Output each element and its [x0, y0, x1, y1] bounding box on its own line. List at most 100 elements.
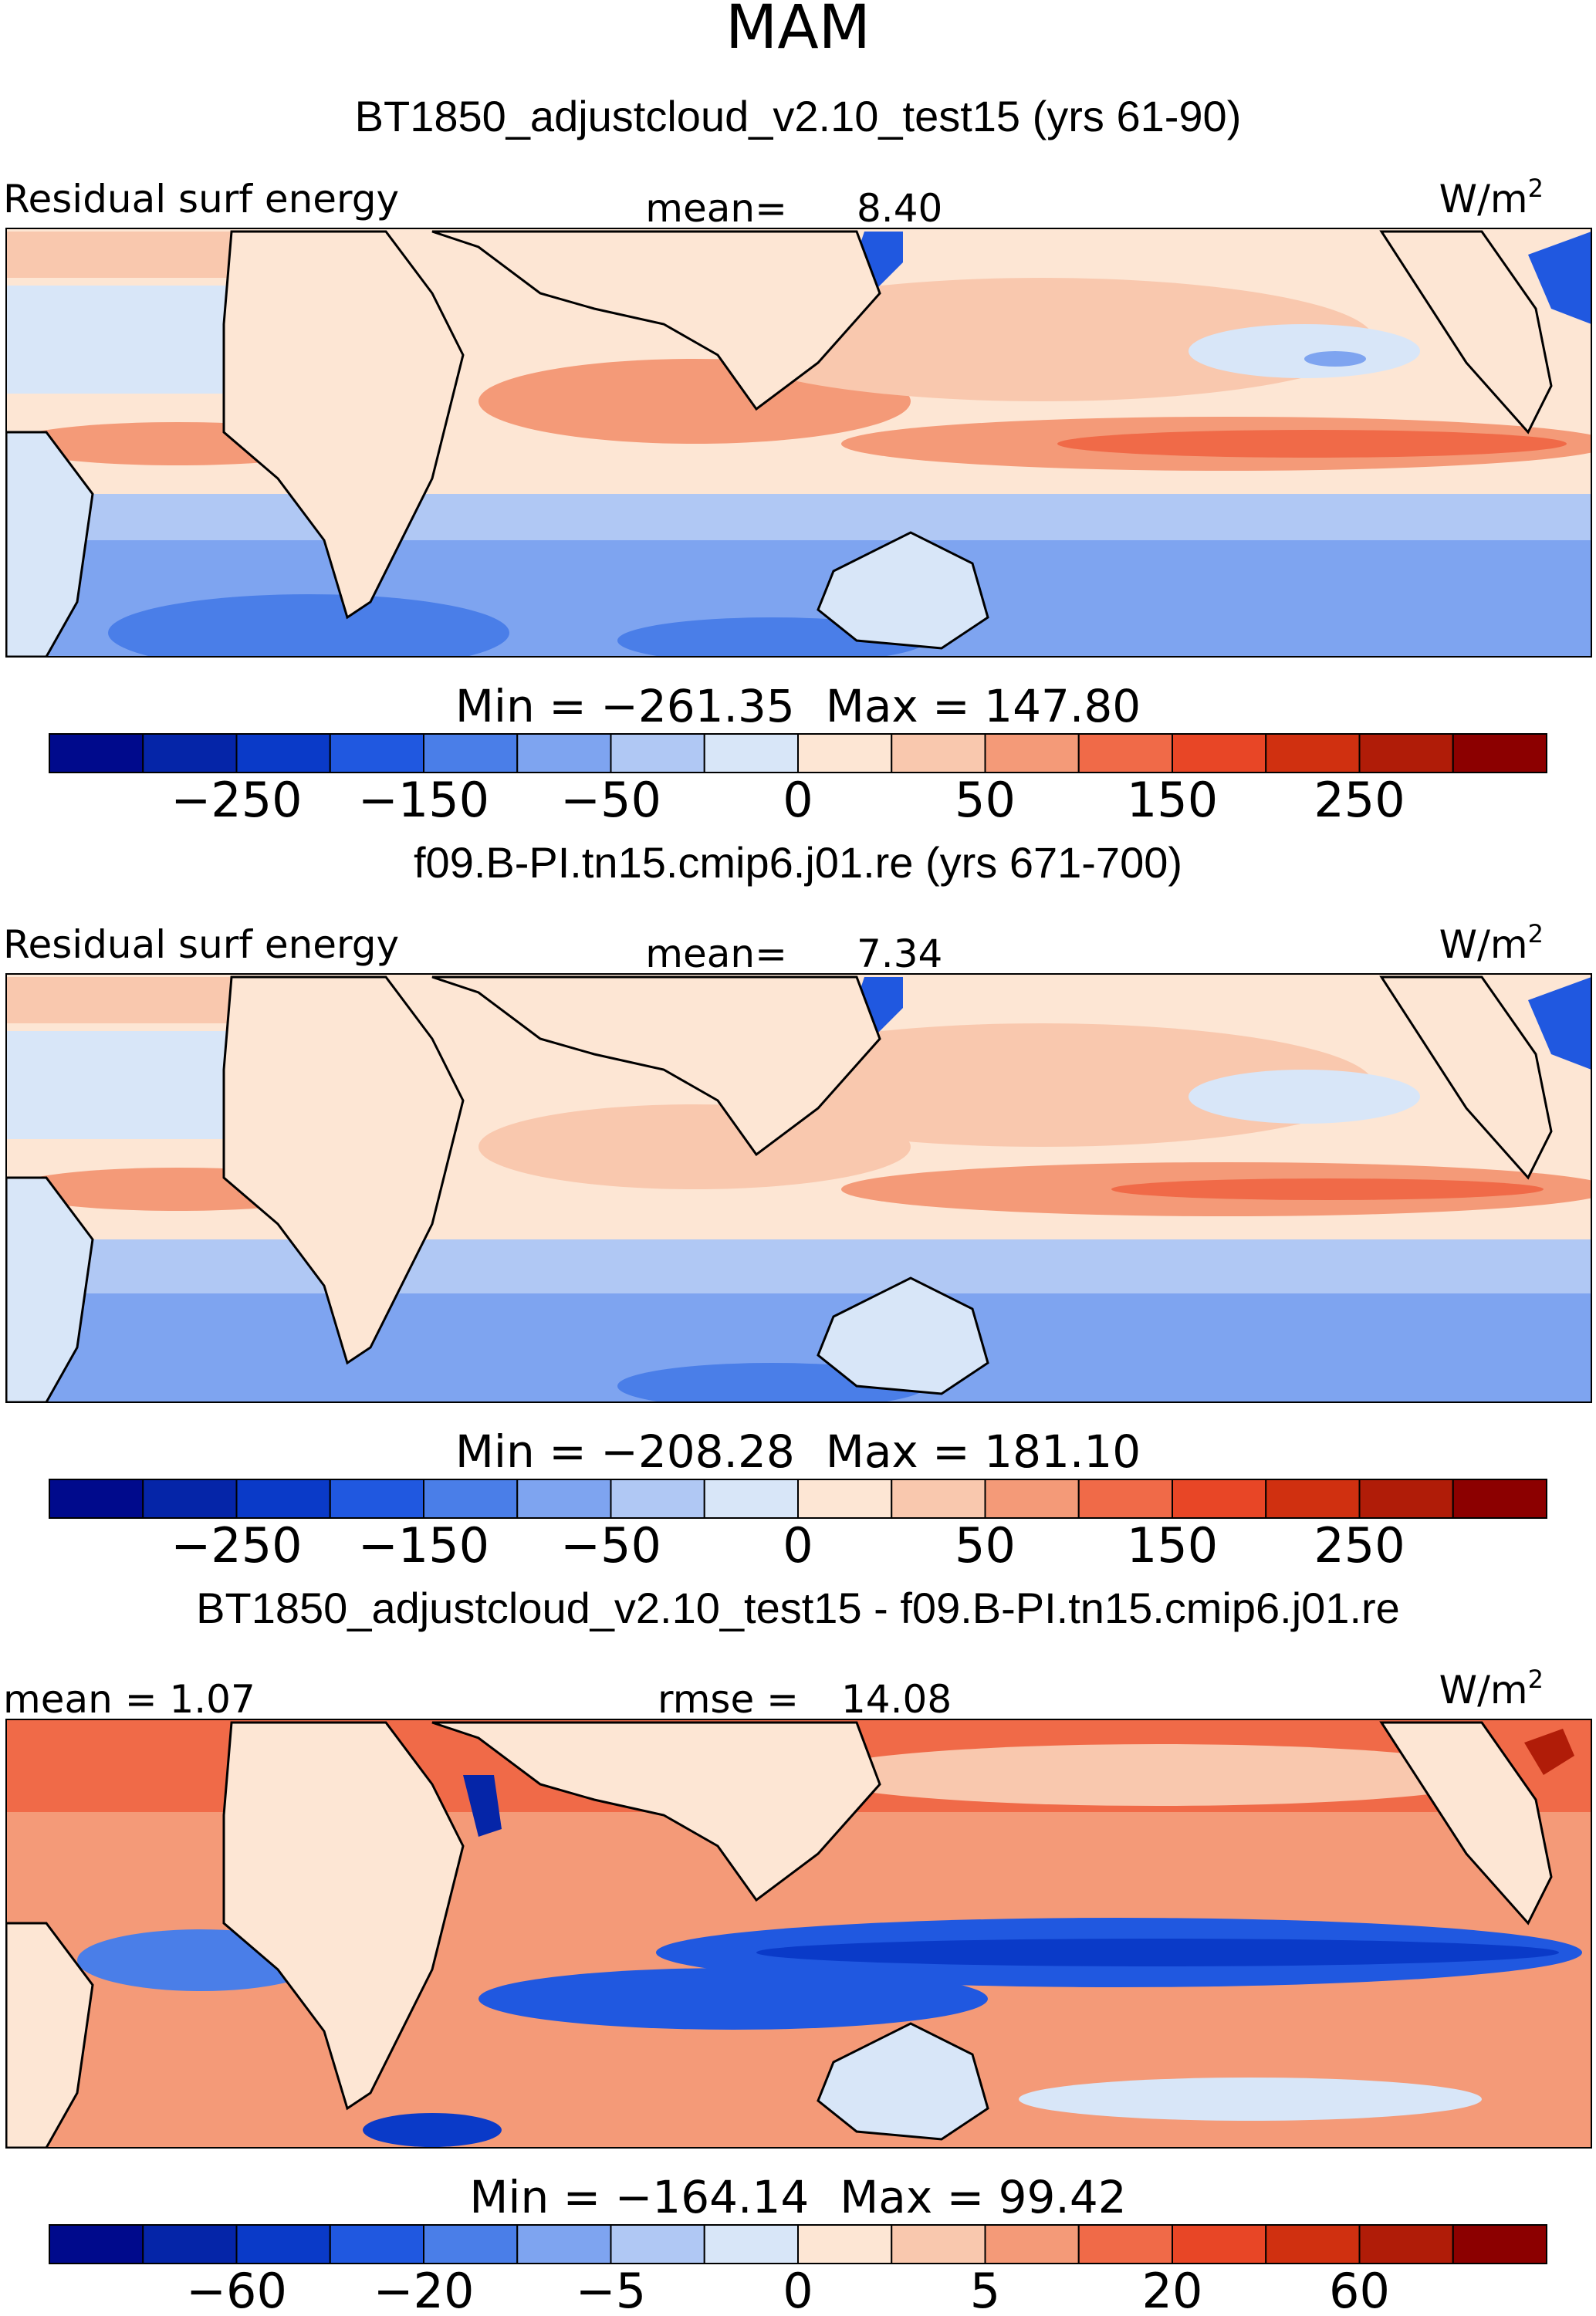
colorbar-tick-label: 250: [1314, 772, 1405, 828]
panel-0-colorbar: [49, 733, 1547, 773]
panel-1-unit-exp: 2: [1528, 919, 1544, 948]
panel-2-max: Max = 99.42: [840, 2171, 1126, 2223]
panel-1-band-pacific-north: [710, 1023, 1374, 1147]
panel-2-band-equatorial-core: [756, 1939, 1559, 1966]
panel-1-unit: W/m2: [1439, 919, 1544, 967]
panel-1-stat-label: mean=: [645, 931, 787, 976]
colorbar-box-4: [423, 2224, 519, 2264]
colorbar-box-2: [235, 1479, 331, 1519]
panel-1-colorbar: [49, 1479, 1547, 1519]
colorbar-box-10: [984, 733, 1080, 773]
panel-0-patch-pacific-cool: [1189, 324, 1420, 378]
panel-2-africa-coast: [222, 1721, 465, 2111]
colorbar-box-1: [142, 2224, 238, 2264]
colorbar-box-6: [610, 733, 705, 773]
colorbar-box-6: [610, 1479, 705, 1519]
colorbar-box-9: [891, 1479, 986, 1519]
colorbar-box-3: [329, 733, 424, 773]
panel-1-asia-coast: [431, 975, 881, 1157]
panel-1: f09.B-PI.tn15.cmip6.j01.re (yrs 671-700)…: [3, 838, 1592, 1574]
panel-0-patch-pacific-cool-core: [1304, 351, 1366, 367]
panel-0-patch-sw-cold: [108, 594, 509, 657]
panel-2-stat-label: rmse =: [658, 1677, 799, 1722]
panel-2-unit-exp: 2: [1528, 1665, 1544, 1694]
colorbar-box-12: [1172, 733, 1267, 773]
colorbar-box-5: [516, 1479, 612, 1519]
colorbar-box-10: [984, 2224, 1080, 2264]
panel-0-australia-coast: [817, 531, 989, 650]
panel-1-patch-pacific-cool: [1189, 1070, 1420, 1124]
panel-0-africa-coast: [222, 230, 465, 620]
colorbar-box-14: [1358, 733, 1454, 773]
colorbar-box-13: [1265, 733, 1361, 773]
colorbar-box-0: [49, 1479, 144, 1519]
colorbar-tick-label: −250: [171, 1517, 302, 1574]
panel-2-asia-coast: [431, 1721, 881, 1902]
panel-0-band-pacific-north: [710, 278, 1374, 401]
panel-1-stat-value: 7.34: [857, 931, 942, 976]
colorbar-box-9: [891, 2224, 986, 2264]
colorbar-tick-label: −150: [358, 772, 489, 828]
panel-1-africa-coast: [222, 975, 465, 1365]
panel-0-asia-coast: [431, 230, 881, 411]
colorbar-tick-label: 20: [1142, 2263, 1203, 2316]
panel-2-left-label: mean = 1.07: [3, 1677, 255, 1722]
panel-2-band-indian-cold: [478, 1968, 988, 2030]
panel-0-max: Max = 147.80: [826, 680, 1141, 732]
colorbar-box-7: [703, 733, 799, 773]
panel-2-australia-coast: [817, 2022, 989, 2141]
colorbar-box-14: [1358, 1479, 1454, 1519]
panel-1-max: Max = 181.10: [826, 1425, 1141, 1478]
panel-0-south-america-coast: [6, 431, 94, 657]
panel-2-colorbar-ticks: −60 −20 −5 0 5 20 60: [186, 2263, 1390, 2316]
panel-0-title: BT1850_adjustcloud_v2.10_test15 (yrs 61-…: [355, 92, 1242, 140]
panel-1-colorbar-ticks: −250 −150 −50 0 50 150 250: [171, 1517, 1405, 1574]
panel-0-unit-base: W/m: [1439, 177, 1528, 221]
colorbar-tick-label: −20: [374, 2263, 475, 2316]
colorbar-box-7: [703, 1479, 799, 1519]
panel-2-patch-caribbean-hot: [1524, 1729, 1574, 1775]
panel-0-stat-label: mean=: [645, 186, 787, 231]
colorbar-tick-label: −60: [186, 2263, 287, 2316]
panel-0-min: Min = −261.35: [455, 680, 795, 732]
colorbar-box-8: [797, 733, 893, 773]
panel-1-frame: [5, 973, 1592, 1403]
colorbar-tick-label: 0: [783, 772, 813, 828]
colorbar-tick-label: 0: [783, 1517, 813, 1574]
colorbar-tick-label: −50: [560, 1517, 661, 1574]
panel-2-stat-value: 14.08: [841, 1677, 952, 1722]
colorbar-box-11: [1077, 733, 1173, 773]
panel-0-unit-exp: 2: [1528, 174, 1544, 203]
panel-2-americas-coast: [1379, 1721, 1553, 1925]
colorbar-box-15: [1452, 1479, 1547, 1519]
colorbar-box-1: [142, 733, 238, 773]
panel-0-americas-coast: [1379, 230, 1553, 434]
colorbar-box-0: [49, 2224, 144, 2264]
panel-1-minmax: Min = −208.28 Max = 181.10: [455, 1425, 1141, 1478]
colorbar-tick-label: 60: [1329, 2263, 1390, 2316]
panel-2: BT1850_adjustcloud_v2.10_test15 - f09.B-…: [3, 1584, 1592, 2316]
panel-2-patch-agulhas: [363, 2113, 502, 2147]
colorbar-box-4: [423, 733, 519, 773]
panel-0-left-label: Residual surf energy: [3, 177, 399, 221]
panel-1-title: f09.B-PI.tn15.cmip6.j01.re (yrs 671-700): [414, 838, 1182, 887]
panel-2-title: BT1850_adjustcloud_v2.10_test15 - f09.B-…: [196, 1584, 1400, 1632]
panel-0-band-pacific-core: [1057, 430, 1567, 458]
panel-1-left-label: Residual surf energy: [3, 922, 399, 967]
panel-1-map: [6, 974, 1591, 1402]
panel-2-colorbar: [49, 2224, 1547, 2264]
colorbar-box-6: [610, 2224, 705, 2264]
panel-1-unit-base: W/m: [1439, 922, 1528, 967]
panel-2-unit: W/m2: [1439, 1665, 1544, 1712]
colorbar-box-2: [235, 733, 331, 773]
panel-2-patch-south-light: [1019, 2078, 1482, 2121]
colorbar-tick-label: 0: [783, 2263, 813, 2316]
colorbar-box-15: [1452, 2224, 1547, 2264]
panel-0-stat-value: 8.40: [857, 186, 942, 231]
panel-2-min: Min = −164.14: [469, 2171, 809, 2223]
colorbar-box-5: [516, 2224, 612, 2264]
colorbar-box-13: [1265, 1479, 1361, 1519]
panel-0-minmax: Min = −261.35 Max = 147.80: [455, 680, 1141, 732]
panel-1-patch-east-cold: [1528, 977, 1591, 1070]
